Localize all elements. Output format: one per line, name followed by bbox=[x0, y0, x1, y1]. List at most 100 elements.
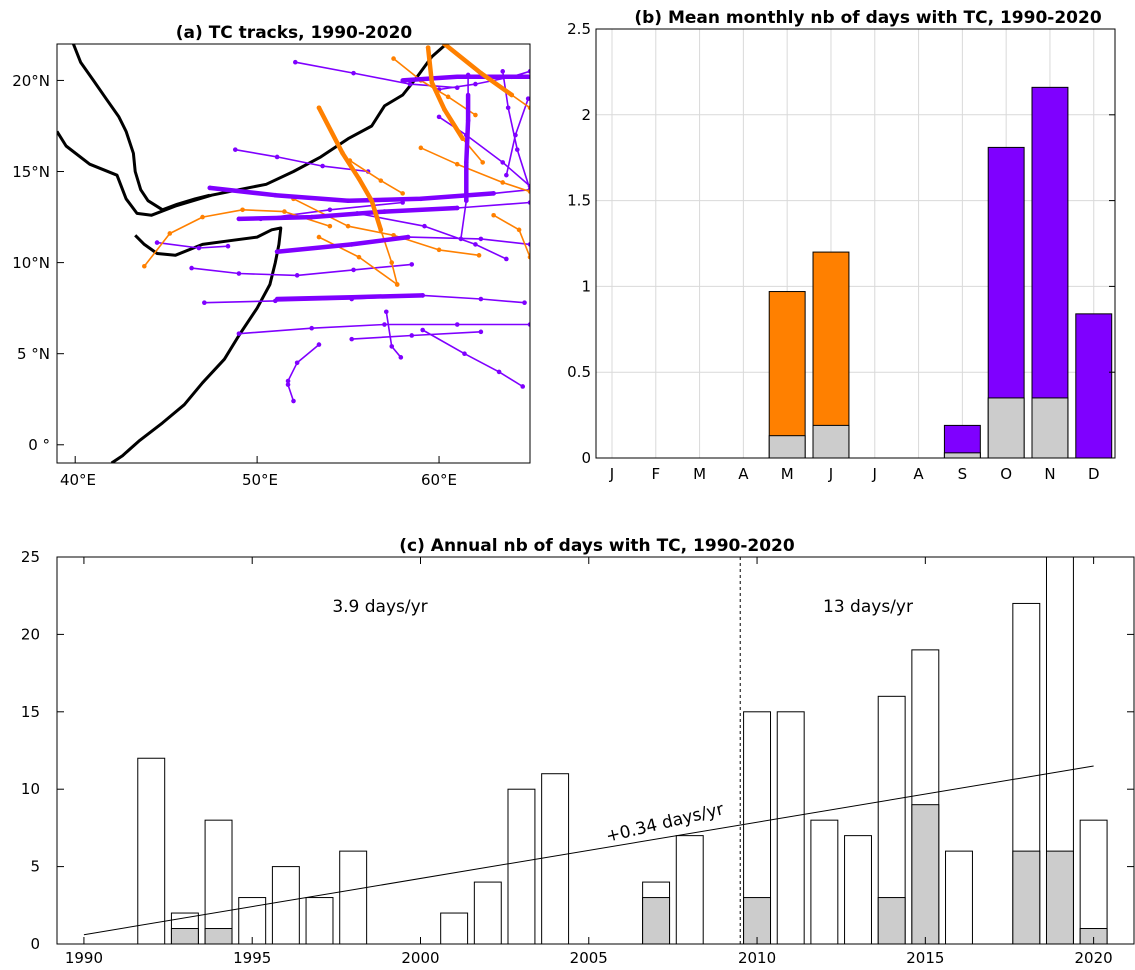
annotation-before-2009: 3.9 days/yr bbox=[332, 597, 427, 617]
track-orange-1-point-5 bbox=[389, 260, 395, 265]
track-orange-5-point-3 bbox=[527, 189, 530, 194]
track-purple-1 bbox=[234, 148, 369, 173]
track-purple-5-point-3 bbox=[351, 267, 356, 273]
track-purple-3-point-4 bbox=[527, 200, 530, 205]
track-purple-12-point-1 bbox=[505, 105, 511, 111]
panel-c-xtick-3: 2005 bbox=[570, 949, 608, 967]
track-purple-19-point-2 bbox=[225, 243, 231, 249]
panel-a-xtick-60: 60°E bbox=[421, 471, 457, 489]
panel-c-bar-white-2012 bbox=[810, 819, 839, 945]
panel-a-ytick-20: 20°N bbox=[12, 72, 50, 90]
track-purple-17-point-0 bbox=[420, 327, 425, 333]
panel-c-bar-grey-2007 bbox=[642, 897, 671, 945]
track-orange-5-point-2 bbox=[500, 180, 506, 185]
annotation-after-2009: 13 days/yr bbox=[823, 597, 913, 617]
panel-b-xtick-7: A bbox=[913, 465, 924, 483]
track-purple-thick-2 bbox=[274, 234, 411, 254]
track-purple-14-point-2 bbox=[500, 160, 506, 165]
track-purple-13-point-1 bbox=[513, 132, 518, 138]
track-orange-8-point-1 bbox=[516, 227, 522, 233]
track-purple-15-point-3 bbox=[504, 256, 509, 262]
track-orange-5-point-0 bbox=[418, 145, 424, 151]
panel-b-ytick-1: 0.5 bbox=[567, 363, 591, 381]
track-orange-8-point-2 bbox=[527, 254, 530, 260]
panel-c-ytick-5: 25 bbox=[21, 548, 40, 566]
track-purple-15 bbox=[356, 212, 508, 260]
track-orange-9-point-2 bbox=[394, 282, 400, 287]
panel-c-bar-white-1997 bbox=[305, 897, 334, 945]
panel-c-bar-white-2004 bbox=[541, 773, 570, 945]
panel-c-ytick-0: 0 bbox=[30, 935, 40, 953]
panel-b-ytick-5: 2.5 bbox=[567, 20, 591, 38]
track-orange-2-point-0 bbox=[142, 263, 147, 269]
track-orange-7-point-2 bbox=[400, 191, 405, 196]
panel-a-xtick-40: 40°E bbox=[60, 471, 96, 489]
panel-b-content: J F M A M J J A S O N D 0 0.5 1 1.5 2 2.5 bbox=[567, 20, 1115, 483]
panel-b-xtick-5: J bbox=[828, 465, 833, 483]
panel-b-title: (b) Mean monthly nb of days with TC, 199… bbox=[634, 8, 1102, 28]
track-orange-6-point-4 bbox=[476, 253, 482, 258]
track-orange-3-point-2 bbox=[445, 94, 451, 100]
track-purple-18-point-1 bbox=[473, 81, 478, 87]
track-purple-7-point-1 bbox=[309, 325, 314, 331]
track-purple-9-point-0 bbox=[316, 342, 322, 347]
track-orange-3-point-3 bbox=[473, 112, 478, 118]
track-purple-7-point-2 bbox=[382, 322, 387, 327]
track-purple-0-point-1 bbox=[351, 70, 356, 76]
panel-a-xtick-50: 50°E bbox=[242, 471, 278, 489]
track-purple-1-point-0 bbox=[232, 147, 238, 152]
track-purple-5-point-1 bbox=[236, 271, 242, 276]
track-purple-19-point-0 bbox=[154, 240, 160, 245]
track-purple-thick-1 bbox=[236, 205, 460, 222]
panel-b-xtick-9: O bbox=[1000, 465, 1012, 483]
track-orange-0-point-4 bbox=[480, 160, 486, 165]
track-purple-thick-0 bbox=[207, 185, 496, 203]
panel-c-bar-white-1994 bbox=[204, 819, 233, 945]
track-purple-9-point-1 bbox=[294, 360, 300, 366]
track-orange-4-point-3 bbox=[527, 105, 530, 111]
track-purple-17-point-2 bbox=[496, 369, 502, 375]
track-purple-9-point-2 bbox=[285, 378, 291, 384]
track-purple-20-point-1 bbox=[327, 207, 333, 213]
panel-a-content bbox=[57, 44, 530, 463]
panel-c-bar-grey-1993 bbox=[170, 928, 199, 945]
track-purple-1-point-1 bbox=[274, 154, 280, 160]
panel-c-bar-grey-2019 bbox=[1045, 850, 1074, 945]
track-orange-thick-0 bbox=[425, 45, 465, 141]
trend-line bbox=[83, 765, 1094, 936]
panel-c-bar-white-1998 bbox=[339, 850, 368, 945]
panel-b-bar-orange-5 bbox=[812, 251, 850, 459]
panel-c-xtick-5: 2015 bbox=[906, 949, 944, 967]
panel-c-bar-grey-2018 bbox=[1012, 850, 1041, 945]
coastline-1 bbox=[72, 44, 211, 212]
panel-c-bar-white-2001 bbox=[440, 912, 469, 945]
track-orange-thick-1 bbox=[316, 105, 384, 233]
panel-c-frame bbox=[56, 556, 1135, 945]
panel-b-xtick-10: N bbox=[1044, 465, 1055, 483]
track-orange-2-point-3 bbox=[240, 207, 245, 213]
panel-b-ytick-4: 2 bbox=[581, 106, 591, 124]
panel-b-bar-grey-5 bbox=[812, 424, 850, 459]
track-purple-15-point-1 bbox=[422, 223, 427, 229]
panel-c-chart: (c) Annual nb of days with TC, 1990-2020… bbox=[21, 536, 1135, 967]
panel-b-xtick-0: J bbox=[609, 465, 614, 483]
track-orange-6-point-1 bbox=[345, 223, 351, 229]
panel-b-xtick-4: M bbox=[781, 465, 794, 483]
track-orange-2-point-5 bbox=[327, 223, 333, 229]
track-purple-12-point-2 bbox=[514, 147, 520, 152]
track-purple-5-point-0 bbox=[189, 265, 194, 271]
panel-a-title: (a) TC tracks, 1990-2020 bbox=[176, 23, 413, 43]
track-purple-14-point-0 bbox=[436, 114, 442, 120]
track-orange-9-point-1 bbox=[356, 254, 362, 260]
track-orange-2-point-1 bbox=[167, 231, 173, 236]
track-purple-6-point-4 bbox=[478, 296, 484, 302]
panel-c-xtick-2: 2000 bbox=[401, 949, 439, 967]
track-purple-10-point-1 bbox=[389, 344, 395, 349]
track-purple-17-point-3 bbox=[520, 384, 526, 389]
track-purple-0-point-0 bbox=[293, 59, 298, 65]
track-purple-1-point-2 bbox=[320, 163, 325, 169]
panel-c-bar-white-2003 bbox=[507, 788, 536, 945]
track-purple-17 bbox=[421, 329, 524, 388]
panel-b-ytick-2: 1 bbox=[581, 277, 591, 295]
panel-b-xtick-11: D bbox=[1088, 465, 1100, 483]
